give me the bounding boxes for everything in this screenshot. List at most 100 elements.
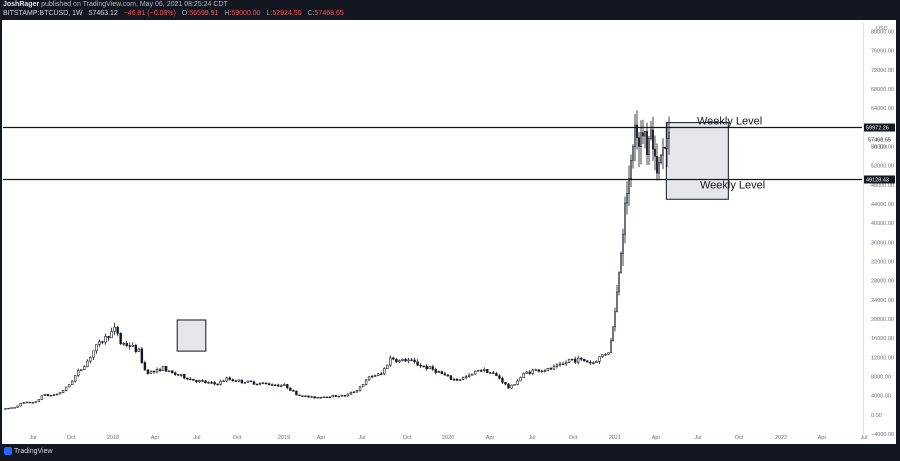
candle-body (249, 380, 253, 383)
candle-body (34, 401, 38, 403)
candle-body (628, 178, 630, 194)
candle-body (595, 361, 598, 364)
candle-body (4, 408, 7, 410)
y-tick-label: 36000.00 (871, 240, 894, 246)
candle-body (92, 350, 95, 358)
y-tick-label: 52000.00 (871, 164, 894, 170)
candle-body (119, 333, 122, 344)
x-tick-label: Oct (67, 435, 76, 441)
publisher-name[interactable]: JoshRager (3, 1, 40, 8)
candle-body (660, 154, 662, 163)
x-tick-label: Jul (358, 435, 365, 441)
candle-body (558, 363, 562, 366)
price-axis[interactable]: −4000.00 0.00 4000.00 8000.00 12000.00 16000.… (871, 30, 894, 438)
candle-body (525, 371, 528, 374)
candle-body (646, 131, 648, 155)
level-price-tag (864, 175, 895, 184)
symbol-name[interactable]: BITSTAMP:BTCUSD, 1W (3, 10, 83, 17)
candle-body (273, 384, 277, 387)
time-axis[interactable]: Jul Oct 2018 Apr Jul Oct 2019 Apr Jul Oct 2020 Apr J… (29, 435, 867, 441)
candle-body (58, 392, 62, 395)
price-axis-divider (863, 22, 864, 434)
candle-body (122, 343, 125, 345)
candle-body (428, 366, 431, 370)
level-label: Weekly Level (700, 179, 765, 191)
candle-body (67, 384, 71, 388)
y-tick-label: 28000.00 (871, 279, 894, 285)
publisher-line: JoshRager published on TradingView.com, … (3, 1, 228, 8)
low-value: 52924.50 (272, 10, 302, 17)
candle-body (573, 358, 577, 363)
y-tick-label: 64000.00 (871, 106, 894, 112)
candle-body (134, 345, 138, 352)
candle-body (489, 372, 492, 374)
candle-body (192, 378, 195, 381)
candle-body (642, 132, 644, 137)
tradingview-logo[interactable]: TradingView (4, 447, 53, 455)
candle-body (231, 379, 234, 382)
candle-body (458, 379, 462, 381)
candle-body (537, 369, 541, 372)
candle-body (519, 377, 522, 382)
y-tick-label: 44000.00 (871, 202, 894, 208)
candle-body (70, 380, 74, 385)
candle-body (624, 202, 626, 235)
candle-body (116, 326, 119, 334)
x-tick-label: Oct (233, 435, 242, 441)
candle-body (601, 354, 604, 358)
candle-body (207, 382, 210, 384)
candle-body (195, 380, 198, 382)
x-tick-label: 2022 (775, 435, 787, 441)
candle-body (358, 386, 362, 391)
candle-body (656, 156, 658, 174)
candle-body (543, 370, 547, 372)
candle-body (614, 311, 616, 328)
candle-body (86, 360, 89, 368)
candle-body (152, 370, 156, 373)
candle-body (334, 395, 337, 397)
candle-body (283, 384, 286, 386)
candle-body (373, 375, 377, 377)
candle-body (46, 394, 50, 397)
candle-body (280, 385, 283, 387)
candle-body (404, 359, 407, 362)
y-tick-label: 20000.00 (871, 317, 894, 323)
candle-body (31, 402, 34, 404)
highlight-box (665, 122, 729, 200)
y-tick-label: 8000.00 (871, 375, 891, 381)
symbol-legend: BITSTAMP:BTCUSD, 1W 57463.12 −46.81 (−0.… (3, 10, 348, 17)
candle-body (648, 138, 650, 155)
x-tick-label: Apr (652, 435, 661, 441)
candle-body (364, 379, 368, 385)
candle-body (425, 365, 428, 370)
candle-body (422, 365, 425, 368)
candle-body (586, 360, 589, 363)
candle-body (666, 138, 668, 149)
candle-body (480, 370, 483, 372)
candle-body (64, 386, 68, 391)
candle-body (355, 390, 359, 393)
candle-body (626, 193, 628, 204)
candle-body (504, 382, 507, 385)
candle-body (370, 375, 374, 378)
x-tick-label: Apr (317, 435, 326, 441)
candle-body (228, 377, 231, 380)
price-chart[interactable]: USD −4000.00 0.00 4000.00 8000.00 12000.00 16… (0, 20, 900, 444)
candle-body (237, 379, 241, 382)
candle-body (304, 395, 307, 398)
candle-body (486, 369, 489, 373)
candle-body (473, 370, 477, 375)
candle-body (604, 354, 607, 356)
current-price-label: 57468.65 (868, 138, 891, 144)
chart-background (2, 20, 896, 444)
last-price: 57463.12 (88, 10, 118, 17)
y-tick-label: 80000.00 (871, 30, 894, 36)
candle-body (668, 132, 670, 139)
horizontal-levels[interactable]: 59972.26 Weekly Level 49128.43 Weekly Level (3, 116, 895, 192)
candle-body (522, 373, 525, 378)
low-label: L: (266, 10, 273, 17)
candle-body (561, 363, 565, 366)
candle-body (213, 382, 216, 385)
candle-body (516, 380, 519, 385)
candle-body (77, 370, 80, 376)
